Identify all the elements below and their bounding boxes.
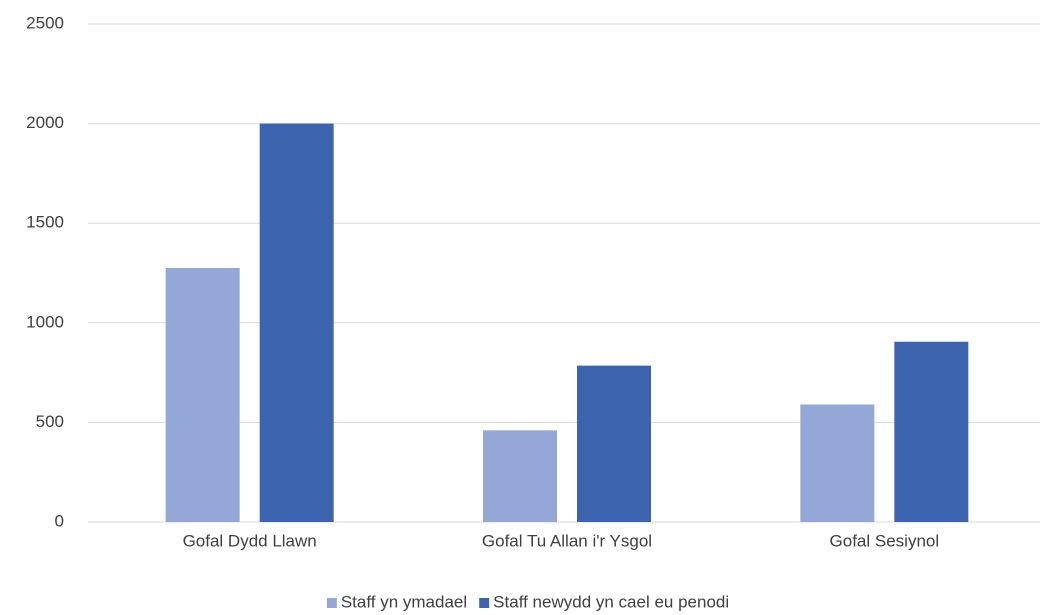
y-tick-label: 2000 — [26, 113, 64, 132]
bar — [894, 341, 969, 522]
legend-swatch — [326, 598, 337, 608]
y-tick-label: 1500 — [26, 213, 64, 232]
legend-swatch — [479, 598, 490, 608]
x-tick-label: Gofal Dydd Llawn — [183, 531, 317, 550]
bar — [165, 268, 240, 522]
y-tick-label: 0 — [55, 511, 64, 530]
y-tick-label: 2500 — [26, 13, 64, 32]
y-tick-label: 1000 — [26, 312, 64, 331]
x-tick-label: Gofal Sesiynol — [830, 531, 940, 550]
bar — [483, 430, 557, 522]
bar — [800, 404, 875, 522]
bar — [577, 365, 651, 522]
bar — [259, 123, 334, 522]
y-tick-label: 500 — [36, 412, 64, 431]
legend-label: Staff newydd yn cael eu penodi — [493, 592, 729, 611]
legend-label: Staff yn ymadael — [341, 592, 467, 611]
x-tick-label: Gofal Tu Allan i'r Ysgol — [482, 531, 652, 550]
